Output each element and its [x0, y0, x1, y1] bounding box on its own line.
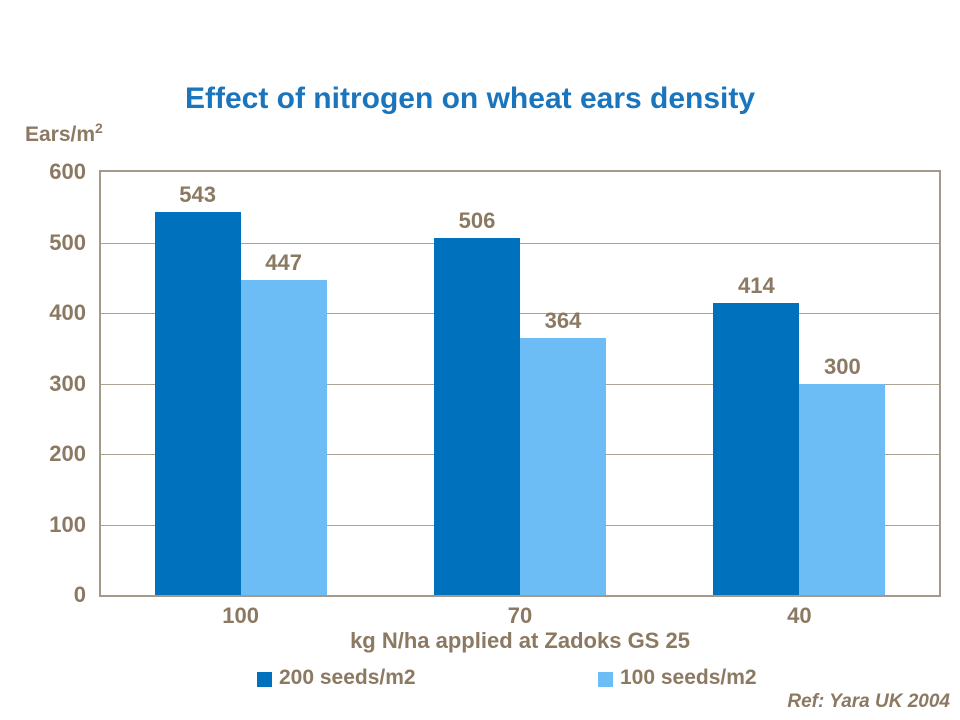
gridline: [101, 313, 939, 314]
x-axis-title: kg N/ha applied at Zadoks GS 25: [350, 628, 690, 653]
y-tick-label: 400: [49, 300, 86, 325]
legend-swatch-icon: [598, 671, 613, 687]
y-axis-tick-labels: 0 100 200 300 400 500 600: [0, 161, 86, 606]
legend-label: 100 seeds/m2: [620, 666, 757, 689]
bar-value-label: 364: [544, 308, 582, 334]
gridline: [101, 242, 939, 244]
chart-title: Effect of nitrogen on wheat ears density: [184, 82, 756, 115]
bar-200-seeds-m2-40: [713, 303, 800, 595]
y-axis-title: Ears/m2: [25, 120, 103, 147]
bar-200-seeds-m2-70: [434, 238, 520, 595]
y-tick-label: 0: [73, 582, 86, 607]
bars-layer: 543 447 506 364 414 300: [101, 172, 939, 595]
y-axis-title-superscript: 2: [95, 120, 103, 136]
legend-label: 200 seeds/m2: [279, 666, 416, 689]
x-tick-label: 40: [787, 603, 812, 628]
bar-value-label: 543: [179, 182, 217, 208]
plot-area: 543 447 506 364 414 300: [99, 170, 941, 597]
bar-value-label: 414: [737, 273, 775, 299]
y-tick-label: 600: [49, 159, 86, 184]
x-tick-label: 70: [507, 603, 533, 628]
legend: 200 seeds/m2 100 seeds/m2: [0, 665, 960, 695]
legend-item: 200 seeds/m2: [257, 665, 416, 691]
bar-value-label: 300: [823, 353, 861, 379]
legend-item: 100 seeds/m2: [598, 665, 757, 691]
reference-note: Ref: Yara UK 2004: [787, 691, 950, 712]
y-tick-label: 100: [49, 511, 86, 537]
bar-value-label: 447: [265, 249, 303, 275]
y-axis-title-text: Ears/m: [25, 123, 96, 146]
y-tick-label: 500: [49, 229, 86, 255]
y-tick-label: 200: [49, 441, 86, 466]
bar-100-seeds-m2-100: [240, 279, 327, 595]
bar-100-seeds-m2-70: [520, 338, 606, 595]
legend-swatch-icon: [257, 671, 272, 687]
bar-200-seeds-m2-100: [154, 212, 241, 595]
x-tick-label: 100: [222, 603, 260, 628]
bar-100-seeds-m2-40: [799, 383, 886, 595]
bar-value-label: 506: [458, 208, 496, 234]
y-tick-label: 300: [49, 370, 86, 396]
x-axis-tick-labels: 100 70 40: [101, 604, 939, 630]
